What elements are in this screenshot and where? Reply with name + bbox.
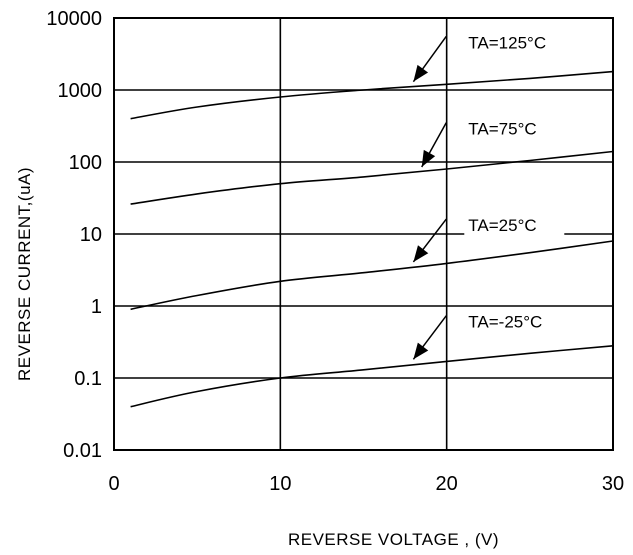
annotation-label: TA=125°C	[468, 33, 546, 52]
annotation-label-bg	[464, 216, 565, 239]
x-tick-label: 0	[108, 473, 119, 495]
y-axis-title: REVERSE CURRENT,(uA)	[15, 167, 34, 381]
series-line	[130, 345, 614, 408]
y-tick-label: 10	[80, 224, 102, 246]
annotation-label: TA=-25°C	[468, 313, 542, 332]
plot-frame	[113, 17, 614, 451]
x-tick-label: 30	[602, 473, 624, 495]
y-tick-label: 100	[69, 152, 102, 174]
y-tick-labels: 0.01 0.1 1 10 100 1000 10000	[46, 8, 102, 462]
x-tick-label: 20	[436, 473, 458, 495]
y-tick-label: 10000	[46, 8, 102, 30]
annotation-arrow-head	[421, 149, 436, 167]
x-axis-title: REVERSE VOLTAGE , (V)	[288, 530, 499, 549]
y-tick-label: 0.1	[74, 368, 102, 390]
y-tick-label: 1000	[58, 80, 103, 102]
series-line	[130, 240, 614, 311]
series-line	[130, 150, 614, 205]
y-tick-label: 1	[91, 296, 102, 318]
x-tick-labels: 0 10 20 30	[108, 473, 624, 495]
annotation-arrow-head	[413, 64, 429, 82]
grid	[114, 18, 613, 450]
annotation-layer: TA=125°C TA=75°C TA=25°C TA=-25°C	[412, 33, 565, 360]
annotation-label: TA=75°C	[468, 120, 536, 139]
annotation-label: TA=25°C	[468, 216, 536, 235]
annotation-label-bg	[464, 119, 565, 142]
y-tick-label: 0.01	[63, 440, 102, 462]
annotation-arrow-head	[413, 342, 429, 360]
series-layer	[130, 70, 614, 408]
annotation-label-bg	[464, 312, 565, 335]
annotation-label-bg	[464, 33, 565, 56]
x-tick-label: 10	[269, 473, 291, 495]
annotation-arrow-head	[413, 245, 429, 262]
series-line	[130, 70, 614, 120]
